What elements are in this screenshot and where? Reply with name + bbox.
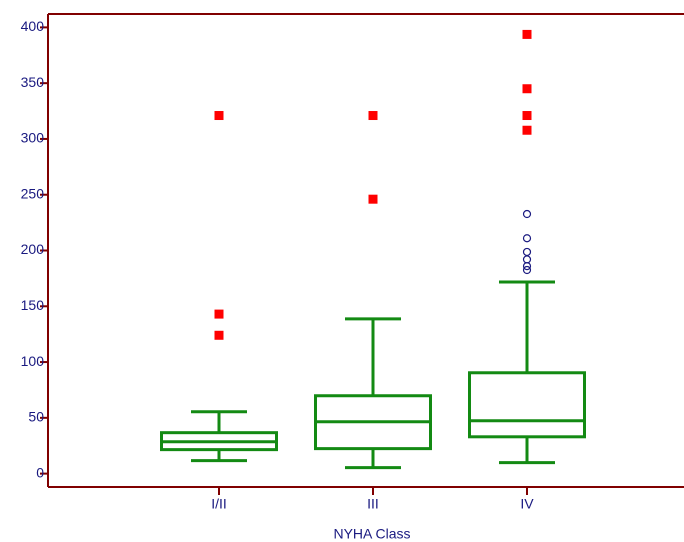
far-outlier [214,309,224,319]
x-tick-label: III [367,496,379,512]
y-tick-label: 350 [21,74,45,90]
box [468,371,586,439]
outlier [522,265,532,275]
y-tick-label: 400 [21,18,45,34]
y-tick-label: 0 [36,464,44,480]
x-tick-label: I/II [211,496,227,512]
far-outlier [368,111,378,121]
far-outlier [522,125,532,135]
outlier [522,209,532,219]
far-outlier [214,330,224,340]
y-tick-label: 150 [21,297,45,313]
outlier [522,262,532,271]
far-outlier [522,111,532,121]
far-outlier [522,84,532,94]
y-tick-label: 50 [28,409,44,425]
y-tick-label: 250 [21,185,45,201]
outlier [522,247,532,257]
y-tick-label: 300 [21,130,45,146]
x-axis-label: NYHA Class [333,526,410,542]
outlier [522,255,532,264]
far-outlier [522,29,532,39]
outlier [522,234,532,243]
x-tick-label: IV [520,496,534,512]
far-outlier [368,194,378,204]
y-tick-label: 100 [21,353,45,369]
far-outlier [214,111,224,121]
y-tick-label: 200 [21,241,45,257]
